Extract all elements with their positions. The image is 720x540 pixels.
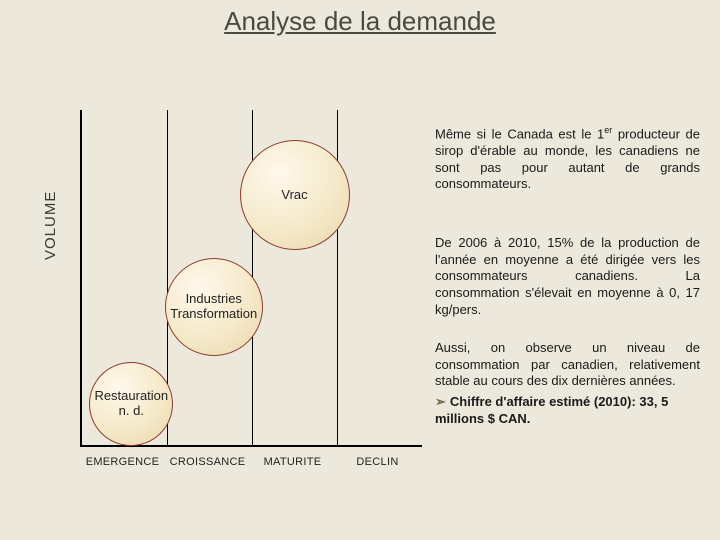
p3-text: Aussi, on observe un niveau de consommat…: [435, 340, 700, 388]
bullet-arrow-icon: ➢: [435, 394, 446, 409]
x-label-maturite: MATURITE: [250, 456, 335, 468]
plot-area: Vrac IndustriesTransformation Restaurati…: [80, 110, 422, 447]
bubble-industries-label: IndustriesTransformation: [170, 292, 257, 322]
bubble-restauration: Restaurationn. d.: [89, 362, 173, 446]
x-label-emergence: EMERGENCE: [80, 456, 165, 468]
paragraph-3: Aussi, on observe un niveau de consommat…: [435, 340, 700, 427]
bubble-vrac-label: Vrac: [281, 188, 307, 203]
p1-pre: Même si le Canada est le 1: [435, 126, 604, 141]
lifecycle-chart: VOLUME Vrac IndustriesTransformation Res…: [50, 110, 420, 480]
x-label-declin: DECLIN: [335, 456, 420, 468]
bubble-vrac: Vrac: [240, 140, 350, 250]
paragraph-2: De 2006 à 2010, 15% de la production de …: [435, 235, 700, 318]
x-label-croissance: CROISSANCE: [165, 456, 250, 468]
bullet-text: Chiffre d'affaire estimé (2010): 33, 5 m…: [435, 394, 668, 426]
bubble-industries: IndustriesTransformation: [165, 258, 263, 356]
y-axis-label: VOLUME: [42, 191, 59, 260]
paragraph-1: Même si le Canada est le 1er producteur …: [435, 125, 700, 193]
bullet-line: ➢Chiffre d'affaire estimé (2010): 33, 5 …: [435, 394, 700, 427]
slide: Analyse de la demande VOLUME Vrac Indust…: [0, 0, 720, 540]
x-axis-labels: EMERGENCE CROISSANCE MATURITE DECLIN: [80, 450, 420, 480]
bubble-restauration-label: Restaurationn. d.: [94, 389, 168, 419]
page-title: Analyse de la demande: [0, 6, 720, 37]
